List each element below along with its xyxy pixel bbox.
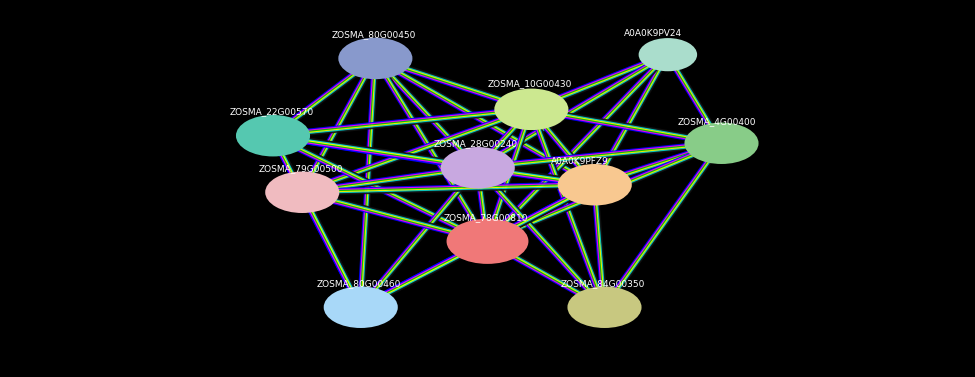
Ellipse shape xyxy=(567,287,642,328)
Text: ZOSMA_4G00400: ZOSMA_4G00400 xyxy=(678,117,757,126)
Text: ZOSMA_78G00810: ZOSMA_78G00810 xyxy=(444,213,528,222)
Text: ZOSMA_79G00500: ZOSMA_79G00500 xyxy=(258,164,343,173)
Text: ZOSMA_22G00570: ZOSMA_22G00570 xyxy=(229,107,313,116)
Ellipse shape xyxy=(447,219,528,264)
Text: ZOSMA_84G00350: ZOSMA_84G00350 xyxy=(561,279,645,288)
Ellipse shape xyxy=(684,123,759,164)
Ellipse shape xyxy=(338,38,412,79)
Text: ZOSMA_28G00240: ZOSMA_28G00240 xyxy=(434,139,518,149)
Ellipse shape xyxy=(324,287,398,328)
Text: ZOSMA_80G00460: ZOSMA_80G00460 xyxy=(317,279,402,288)
Ellipse shape xyxy=(639,38,697,71)
Text: ZOSMA_80G00450: ZOSMA_80G00450 xyxy=(332,30,416,39)
Text: A0A0K9PV24: A0A0K9PV24 xyxy=(624,29,682,38)
Ellipse shape xyxy=(494,89,568,130)
Ellipse shape xyxy=(236,115,310,156)
Text: A0A0K9PFZ9: A0A0K9PFZ9 xyxy=(551,157,608,166)
Text: ZOSMA_10G00430: ZOSMA_10G00430 xyxy=(488,79,572,88)
Ellipse shape xyxy=(265,172,339,213)
Ellipse shape xyxy=(558,164,632,205)
Ellipse shape xyxy=(441,147,515,188)
